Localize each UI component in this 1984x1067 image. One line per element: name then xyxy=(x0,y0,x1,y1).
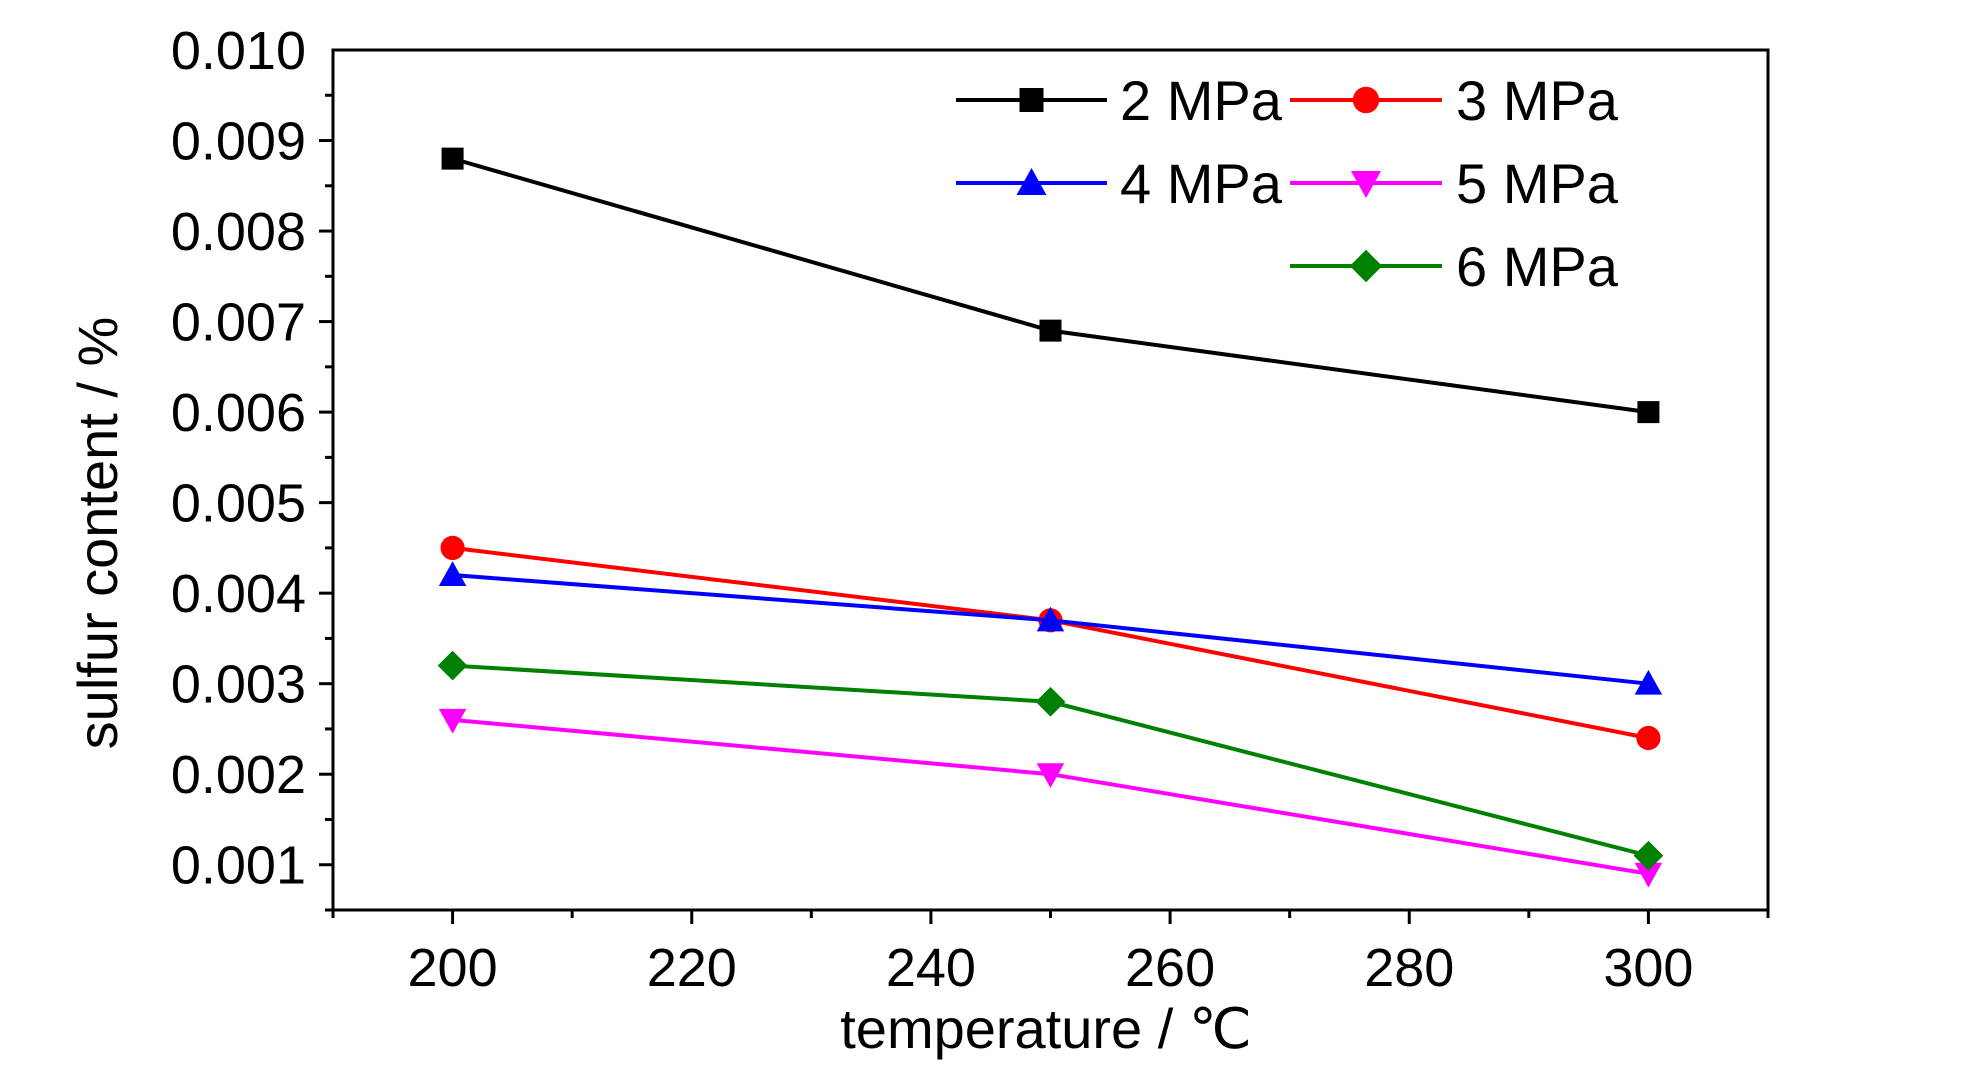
data-point xyxy=(1035,686,1066,717)
legend-marker xyxy=(1016,168,1047,195)
axes: 200 220 240 260 280 300 0.001 0.002 0.003 0.004 0.… xyxy=(171,21,1770,998)
y-tick-label: 0.001 xyxy=(171,836,306,896)
x-tick-label: 200 xyxy=(408,938,498,998)
legend-label: 2 MPa xyxy=(1120,69,1283,132)
plot-series xyxy=(437,147,1664,888)
x-tick-label: 300 xyxy=(1603,938,1693,998)
legend-label: 3 MPa xyxy=(1456,69,1619,132)
y-tick-label: 0.002 xyxy=(171,745,306,805)
legend-marker xyxy=(1351,171,1381,198)
data-point xyxy=(437,650,468,681)
data-point xyxy=(1637,401,1660,424)
data-point xyxy=(1636,725,1661,751)
series-4 xyxy=(437,650,1664,871)
data-point xyxy=(441,147,464,170)
data-point xyxy=(1036,763,1065,788)
y-tick-label: 0.010 xyxy=(171,21,306,81)
data-point xyxy=(438,708,467,734)
legend-marker xyxy=(1352,86,1380,114)
y-tick-label: 0.007 xyxy=(171,293,306,353)
y-tick-label: 0.005 xyxy=(171,474,306,534)
x-axis-title: temperature / ℃ xyxy=(840,997,1252,1060)
y-axis-title: sulfur content / % xyxy=(66,317,129,750)
series-2 xyxy=(438,561,1663,695)
x-tick-label: 240 xyxy=(886,938,976,998)
data-point xyxy=(1634,862,1663,888)
legend-entry: 3 MPa xyxy=(1290,69,1619,132)
y-tick-label: 0.006 xyxy=(171,383,306,443)
y-tick-label: 0.009 xyxy=(171,112,306,172)
series-0 xyxy=(441,147,1660,424)
data-point xyxy=(1039,319,1062,342)
y-tick-label: 0.004 xyxy=(171,564,306,624)
legend-entry: 6 MPa xyxy=(1290,235,1619,298)
series-line xyxy=(452,717,1649,876)
y-tick-label: 0.008 xyxy=(171,202,306,262)
series-3 xyxy=(438,708,1663,888)
legend-label: 6 MPa xyxy=(1456,235,1619,298)
data-point xyxy=(1633,840,1664,871)
legend-label: 4 MPa xyxy=(1120,152,1283,215)
data-point xyxy=(1036,606,1065,632)
data-point xyxy=(438,561,467,587)
series-1 xyxy=(440,535,1661,751)
legend-label: 5 MPa xyxy=(1456,152,1619,215)
legend-marker xyxy=(1349,249,1383,283)
x-tick-label: 280 xyxy=(1364,938,1454,998)
y-tick-label: 0.003 xyxy=(171,655,306,715)
legend-entry: 4 MPa xyxy=(956,152,1283,215)
legend-entry: 2 MPa xyxy=(956,69,1283,132)
x-tick-label: 220 xyxy=(647,938,737,998)
x-tick-label: 260 xyxy=(1125,938,1215,998)
legend: 2 MPa 3 MPa 4 MPa 5 MPa 6 MPa xyxy=(956,69,1619,298)
data-point xyxy=(440,535,465,560)
legend-entry: 5 MPa xyxy=(1290,152,1619,215)
data-point xyxy=(1634,669,1663,695)
legend-marker xyxy=(1019,88,1044,112)
